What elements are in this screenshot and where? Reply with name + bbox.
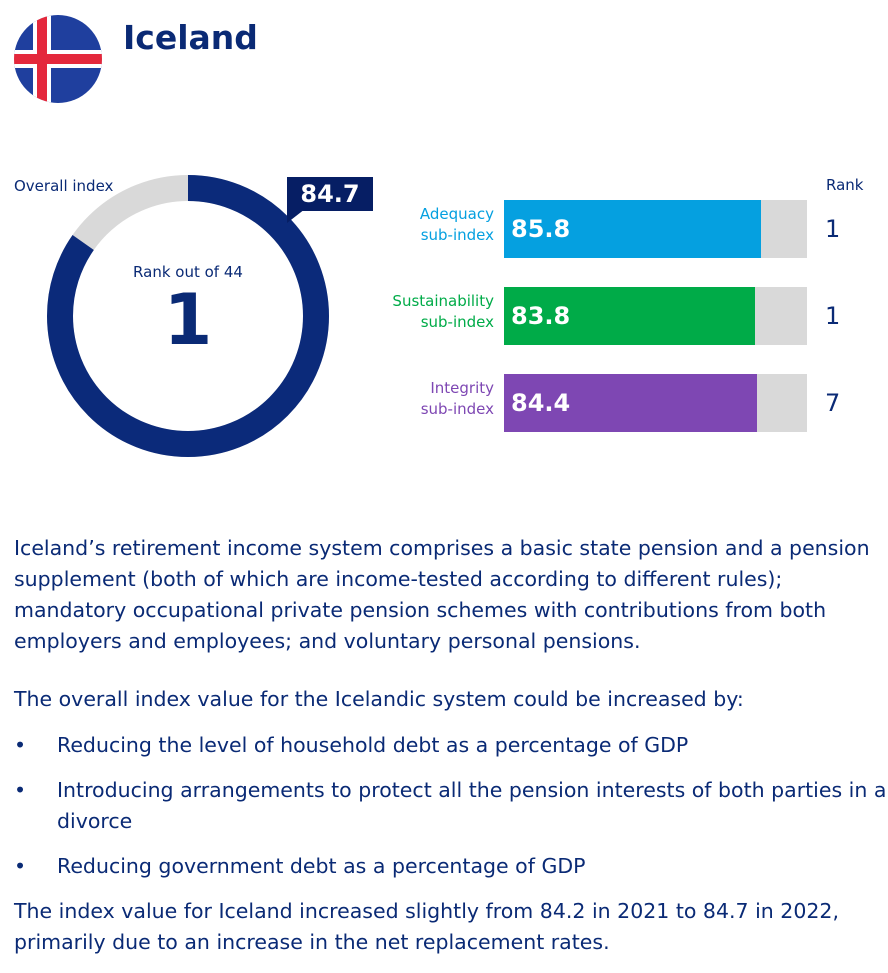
bar-rank: 1 <box>825 215 841 243</box>
bar-label: Sustainability sub-index <box>370 291 494 333</box>
overall-index-value-pointer <box>287 209 305 223</box>
overall-rank-value: 1 <box>163 279 213 361</box>
bar-row-integrity: Integrity sub-index 84.4 7 <box>370 374 870 432</box>
bar-label-line1: Adequacy <box>419 205 494 223</box>
bar-label-line2: sub-index <box>420 226 494 244</box>
page-title: Iceland <box>123 18 258 57</box>
bar-value-label: 85.8 <box>511 215 571 243</box>
flag-red-horizontal <box>14 54 102 64</box>
bullet-dot: • <box>14 778 27 802</box>
bar-value-label: 83.8 <box>511 302 571 330</box>
bar-track: 84.4 <box>504 374 807 432</box>
bar-label-line1: Integrity <box>430 379 494 397</box>
bar-label-line2: sub-index <box>420 400 494 418</box>
improvement-item-text: Reducing the level of household debt as … <box>57 733 689 757</box>
bar-fill <box>504 200 762 258</box>
overall-index-value: 84.7 <box>287 177 373 211</box>
improvement-item-text: Reducing government debt as a percentage… <box>57 854 586 878</box>
rank-column-header: Rank <box>826 176 864 194</box>
bar-rank: 1 <box>825 302 841 330</box>
bar-row-adequacy: Adequacy sub-index 85.8 1 <box>370 200 870 258</box>
bar-rank: 7 <box>825 389 841 417</box>
bar-fill <box>504 287 756 345</box>
overall-index-gauge <box>47 175 329 457</box>
bar-label: Adequacy sub-index <box>370 204 494 246</box>
bar-label-line1: Sustainability <box>392 292 494 310</box>
bar-label-line2: sub-index <box>420 313 494 331</box>
rank-caption: Rank out of 44 <box>133 263 243 281</box>
iceland-flag-icon <box>14 15 102 103</box>
bullet-dot: • <box>14 733 27 757</box>
improvement-intro: The overall index value for the Icelandi… <box>14 687 744 711</box>
improvement-item-text: Introducing arrangements to protect all … <box>57 778 887 833</box>
bar-fill <box>504 374 758 432</box>
bar-track: 83.8 <box>504 287 807 345</box>
bullet-dot: • <box>14 854 27 878</box>
bar-row-sustainability: Sustainability sub-index 83.8 1 <box>370 287 870 345</box>
gauge-value-arc <box>47 175 329 457</box>
bar-track: 85.8 <box>504 200 807 258</box>
bar-value-label: 84.4 <box>511 389 571 417</box>
overall-index-label: Overall index <box>14 177 114 195</box>
bar-label: Integrity sub-index <box>370 378 494 420</box>
system-description: Iceland’s retirement income system compr… <box>14 536 870 653</box>
change-summary: The index value for Iceland increased sl… <box>14 899 839 954</box>
